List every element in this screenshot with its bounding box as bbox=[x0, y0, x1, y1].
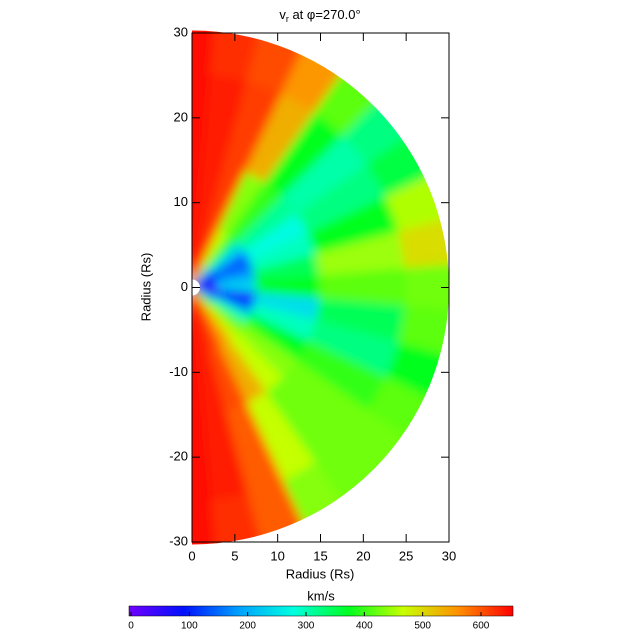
x-tick-label: 5 bbox=[231, 548, 238, 563]
colorbar-tick-label: 400 bbox=[356, 621, 373, 632]
colorbar bbox=[128, 605, 514, 617]
colorbar-label: km/s bbox=[307, 588, 335, 603]
x-tick-label: 30 bbox=[442, 548, 456, 563]
colorbar-tick-label: 300 bbox=[298, 621, 315, 632]
x-axis-label: Radius (Rs) bbox=[286, 566, 355, 581]
x-tick-label: 10 bbox=[270, 548, 284, 563]
colorbar-tick-label: 600 bbox=[473, 621, 490, 632]
title-subscript: r bbox=[286, 14, 289, 24]
colorbar-tick-label: 0 bbox=[128, 621, 134, 632]
y-axis-label: Radius (Rs) bbox=[138, 253, 153, 322]
y-tick-label: 0 bbox=[181, 279, 188, 294]
x-tick-label: 0 bbox=[188, 548, 195, 563]
x-tick-label: 15 bbox=[313, 548, 327, 563]
heat-cell bbox=[192, 349, 205, 417]
y-tick-label: 30 bbox=[174, 24, 188, 39]
colorbar-tick-label: 200 bbox=[239, 621, 256, 632]
heat-cell bbox=[192, 497, 219, 545]
x-tick-label: 25 bbox=[399, 548, 413, 563]
colorbar-tick-label: 100 bbox=[181, 621, 198, 632]
title-rest: at φ=270.0° bbox=[289, 7, 361, 22]
y-tick-label: 20 bbox=[174, 109, 188, 124]
y-tick-label: -30 bbox=[169, 533, 188, 548]
colorbar-tick-label: 500 bbox=[414, 621, 431, 632]
y-tick-label: 10 bbox=[174, 194, 188, 209]
heat-cell bbox=[192, 311, 199, 353]
title-main: v bbox=[279, 7, 286, 22]
y-tick-label: -20 bbox=[169, 449, 188, 464]
chart-title: vr at φ=270.0° bbox=[279, 7, 360, 24]
y-tick-label: -10 bbox=[169, 364, 188, 379]
x-tick-label: 20 bbox=[356, 548, 370, 563]
